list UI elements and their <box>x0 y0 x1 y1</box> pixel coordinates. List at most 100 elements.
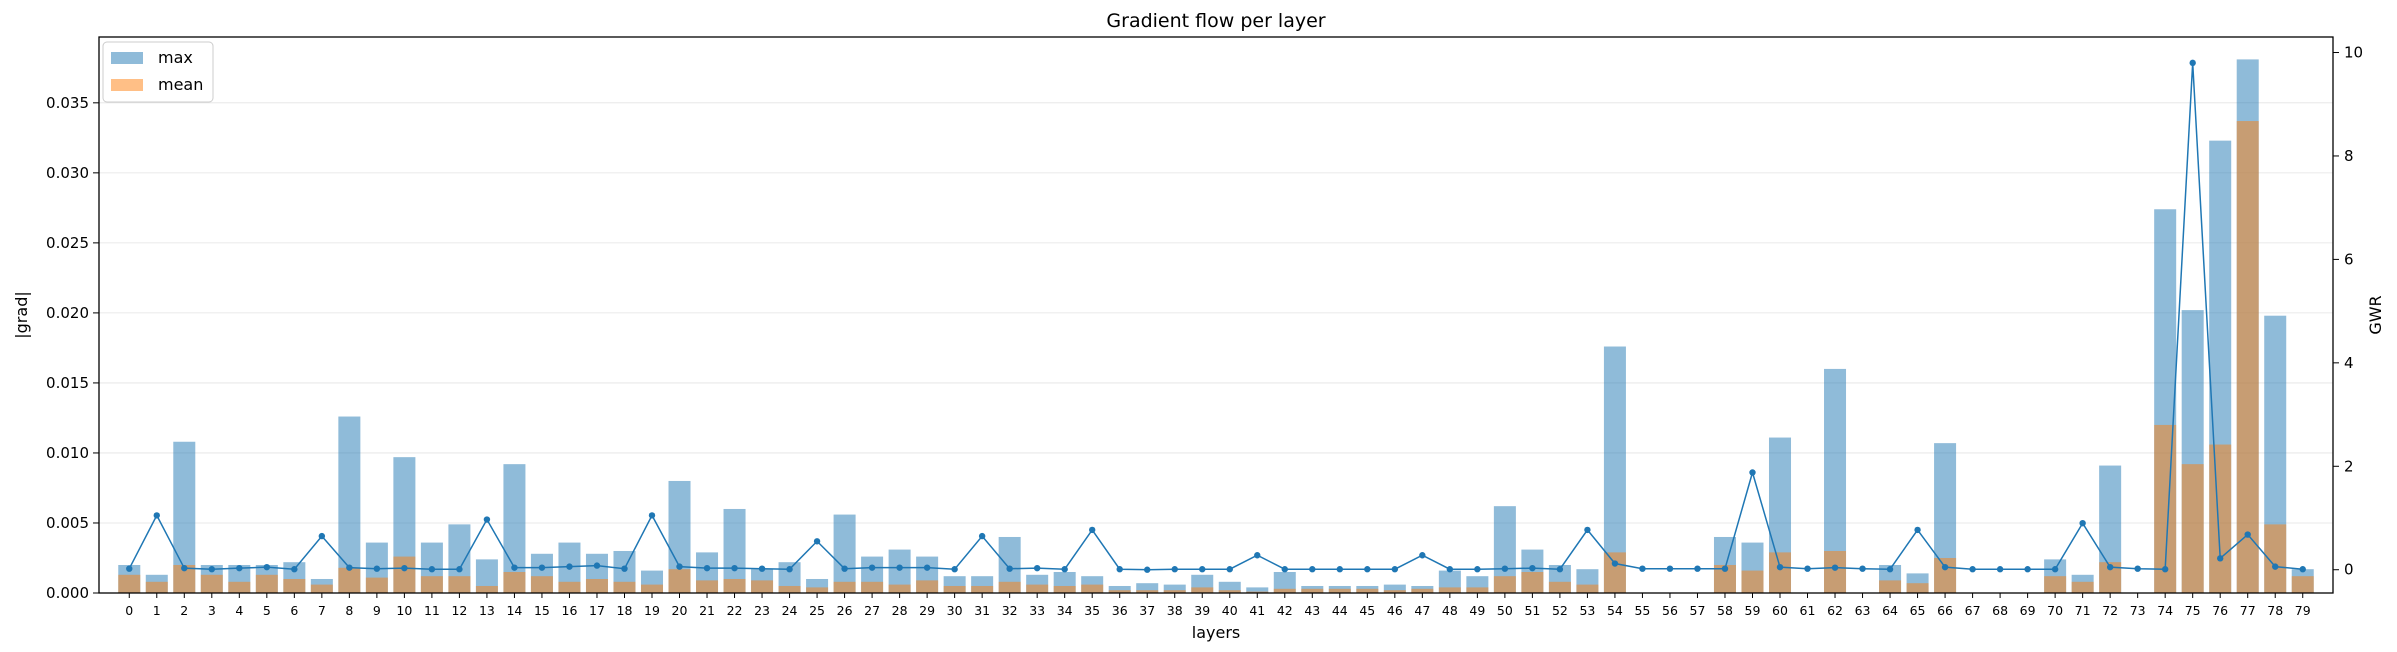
gwr-point <box>1033 564 1041 572</box>
bar-mean <box>1438 587 1461 593</box>
bar-mean <box>365 577 388 593</box>
y-tick-label: 0.015 <box>46 374 89 392</box>
x-tick-label: 2 <box>180 603 188 618</box>
gwr-point <box>923 564 931 571</box>
bar-mean <box>228 581 251 593</box>
x-tick-label: 17 <box>589 603 605 618</box>
bar-mean <box>640 584 664 593</box>
x-tick-label: 16 <box>562 603 578 618</box>
bar-mean <box>1163 590 1186 593</box>
bar-mean <box>806 587 829 593</box>
bar-mean <box>1026 584 1049 593</box>
y-tick-label: 0.030 <box>46 164 89 182</box>
bar-mean <box>1411 588 1434 593</box>
gwr-point <box>841 565 848 572</box>
gwr-point <box>1721 565 1729 572</box>
bar-mean <box>1548 581 1571 593</box>
gwr-point <box>1831 564 1839 571</box>
bar-mean <box>558 581 581 593</box>
bar-mean <box>1081 584 1104 593</box>
gwr-point <box>1474 566 1481 573</box>
x-tick-label: 65 <box>1910 603 1926 618</box>
x-tick-label: 32 <box>1002 603 1018 618</box>
gwr-point <box>1116 566 1123 573</box>
y2-tick-label: 6 <box>2344 250 2354 268</box>
bar-mean <box>283 578 306 593</box>
x-tick-label: 12 <box>451 603 467 618</box>
x-tick-label: 42 <box>1277 603 1293 618</box>
bar-mean <box>668 569 691 593</box>
x-tick-label: 7 <box>318 603 326 618</box>
x-tick-label: 68 <box>1992 603 2008 618</box>
x-tick-label: 26 <box>837 603 853 618</box>
x-tick-label: 74 <box>2157 603 2173 618</box>
gwr-point <box>593 562 601 569</box>
gwr-point <box>401 564 408 572</box>
bar-mean <box>2181 464 2204 593</box>
bar-mean <box>255 574 278 593</box>
x-tick-label: 35 <box>1084 603 1100 618</box>
x-tick-label: 3 <box>208 603 216 618</box>
x-tick-label: 57 <box>1690 603 1706 618</box>
y2-tick-label: 2 <box>2344 457 2354 475</box>
gwr-point <box>1749 469 1756 476</box>
bar-max <box>1383 584 1406 593</box>
x-tick-label: 55 <box>1634 603 1650 618</box>
x-tick-label: 45 <box>1359 603 1375 618</box>
x-tick-label: 66 <box>1937 603 1953 618</box>
legend-label-max: max <box>158 48 193 67</box>
x-tick-label: 23 <box>754 603 770 618</box>
gwr-point <box>2244 531 2251 538</box>
x-tick-label: 36 <box>1112 603 1128 618</box>
bar-max <box>1218 581 1241 593</box>
gwr-point <box>676 563 683 570</box>
gwr-point <box>951 566 958 573</box>
gwr-point <box>483 516 491 523</box>
gwr-point <box>1886 566 1894 573</box>
bar-mean <box>338 567 361 593</box>
x-tick-label: 9 <box>373 603 381 618</box>
x-tick-label: 21 <box>699 603 715 618</box>
x-tick-label: 18 <box>617 603 633 618</box>
gwr-point <box>2051 566 2059 573</box>
bar-mean <box>778 585 801 593</box>
x-tick-label: 69 <box>2020 603 2036 618</box>
gwr-point <box>1996 566 2004 573</box>
bar-max <box>1108 585 1131 593</box>
bar-mean <box>1301 588 1324 593</box>
x-tick-label: 37 <box>1139 603 1155 618</box>
bar-mean <box>1136 590 1159 593</box>
y2-tick-label: 4 <box>2344 354 2354 372</box>
x-tick-label: 61 <box>1800 603 1816 618</box>
bar-mean <box>145 581 168 593</box>
gwr-point <box>373 565 381 572</box>
x-tick-label: 39 <box>1194 603 1210 618</box>
x-axis-ticks: 0 1 2 3 4 5 6 7 8 9 10 11 12 13 14 15 16 17 18 19 20 21 22 23 24… <box>125 593 2311 618</box>
x-tick-label: 30 <box>947 603 963 618</box>
bar-mean <box>1328 588 1351 593</box>
bar-mean <box>1713 564 1736 593</box>
x-tick-label: 20 <box>672 603 688 618</box>
bar-mean <box>888 584 911 593</box>
x-tick-label: 11 <box>424 603 440 618</box>
bar-mean <box>503 571 526 593</box>
bar-max <box>723 508 746 593</box>
x-tick-label: 70 <box>2047 603 2063 618</box>
y2-axis-label: GWR <box>2366 295 2385 334</box>
bar-mean <box>2044 576 2067 593</box>
gwr-point <box>291 566 298 573</box>
bar-max <box>503 464 526 593</box>
x-tick-label: 58 <box>1717 603 1733 618</box>
x-tick-label: 47 <box>1414 603 1430 618</box>
x-tick-label: 5 <box>263 603 271 618</box>
gwr-point <box>1776 563 1784 571</box>
gwr-point <box>1529 564 1536 572</box>
x-tick-label: 62 <box>1827 603 1843 618</box>
bar-mean <box>475 585 498 593</box>
x-tick-label: 72 <box>2102 603 2118 618</box>
x-tick-label: 41 <box>1249 603 1265 618</box>
x-tick-label: 31 <box>974 603 990 618</box>
bar-max <box>475 559 498 593</box>
y2-tick-label: 10 <box>2344 44 2363 62</box>
